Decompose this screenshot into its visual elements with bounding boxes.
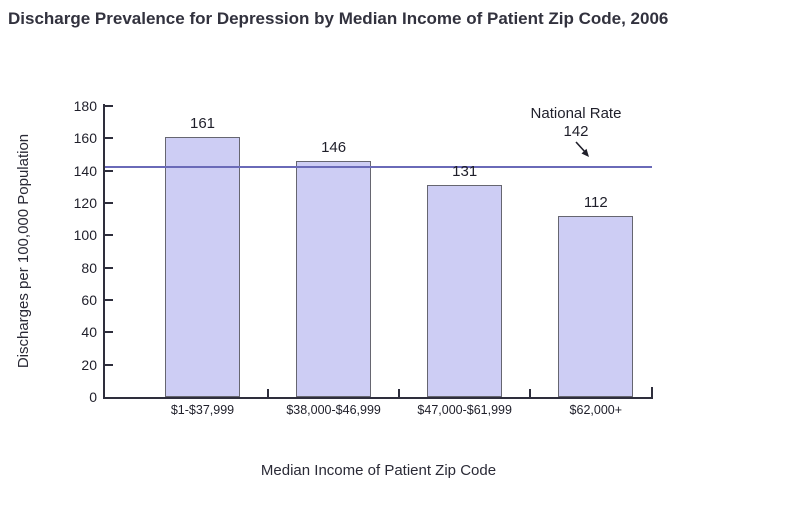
- annotation-arrow-icon: [575, 141, 589, 157]
- x-category-label: $62,000+: [569, 403, 623, 417]
- y-tick-label: 40: [81, 324, 97, 341]
- national-rate-value: 142: [563, 123, 589, 140]
- chart-title: Discharge Prevalence for Depression by M…: [8, 9, 669, 28]
- y-tick-mark: [105, 299, 113, 301]
- y-tick-label: 60: [81, 292, 97, 308]
- y-tick-mark: [105, 331, 113, 334]
- bar-value-label: 112: [583, 193, 608, 211]
- bar: [558, 215, 634, 397]
- x-category-label: $47,000-$61,999: [417, 403, 512, 417]
- bar: [296, 160, 372, 397]
- bar: [427, 185, 503, 397]
- bar-value-label: 131: [452, 163, 478, 181]
- national-rate-label: National Rate: [530, 105, 622, 122]
- y-tick-label: 80: [81, 259, 97, 276]
- national-rate-line: [105, 166, 652, 169]
- y-tick-label: 100: [73, 227, 97, 244]
- y-tick-mark: [105, 105, 113, 107]
- x-axis-line: [103, 397, 653, 399]
- y-tick-label: 160: [73, 130, 97, 147]
- x-category-label: $38,000-$46,999: [286, 403, 381, 417]
- y-tick-label: 20: [81, 356, 97, 373]
- y-tick-mark: [105, 266, 113, 269]
- x-tick-mark: [398, 389, 401, 397]
- x-tick-mark: [267, 389, 270, 397]
- y-tick-label: 180: [73, 98, 97, 114]
- y-tick-label: 120: [73, 195, 97, 211]
- y-tick-mark: [105, 137, 113, 140]
- y-tick-mark: [105, 169, 113, 172]
- y-axis-title: Discharges per 100,000 Population: [15, 133, 32, 369]
- y-tick-label: 140: [73, 162, 97, 179]
- x-tick-mark: [529, 389, 532, 397]
- y-axis-line: [103, 104, 105, 399]
- y-tick-label: 0: [89, 389, 97, 405]
- bar: [165, 136, 240, 397]
- bar-value-label: 161: [189, 114, 216, 132]
- bar-value-label: 146: [321, 138, 347, 156]
- y-tick-mark: [105, 234, 113, 237]
- y-tick-mark: [105, 202, 113, 204]
- y-tick-mark: [105, 363, 113, 366]
- x-axis-end-tick: [651, 387, 653, 397]
- x-axis-title: Median Income of Patient Zip Code: [260, 462, 497, 479]
- x-category-label: $1-$37,999: [170, 403, 235, 417]
